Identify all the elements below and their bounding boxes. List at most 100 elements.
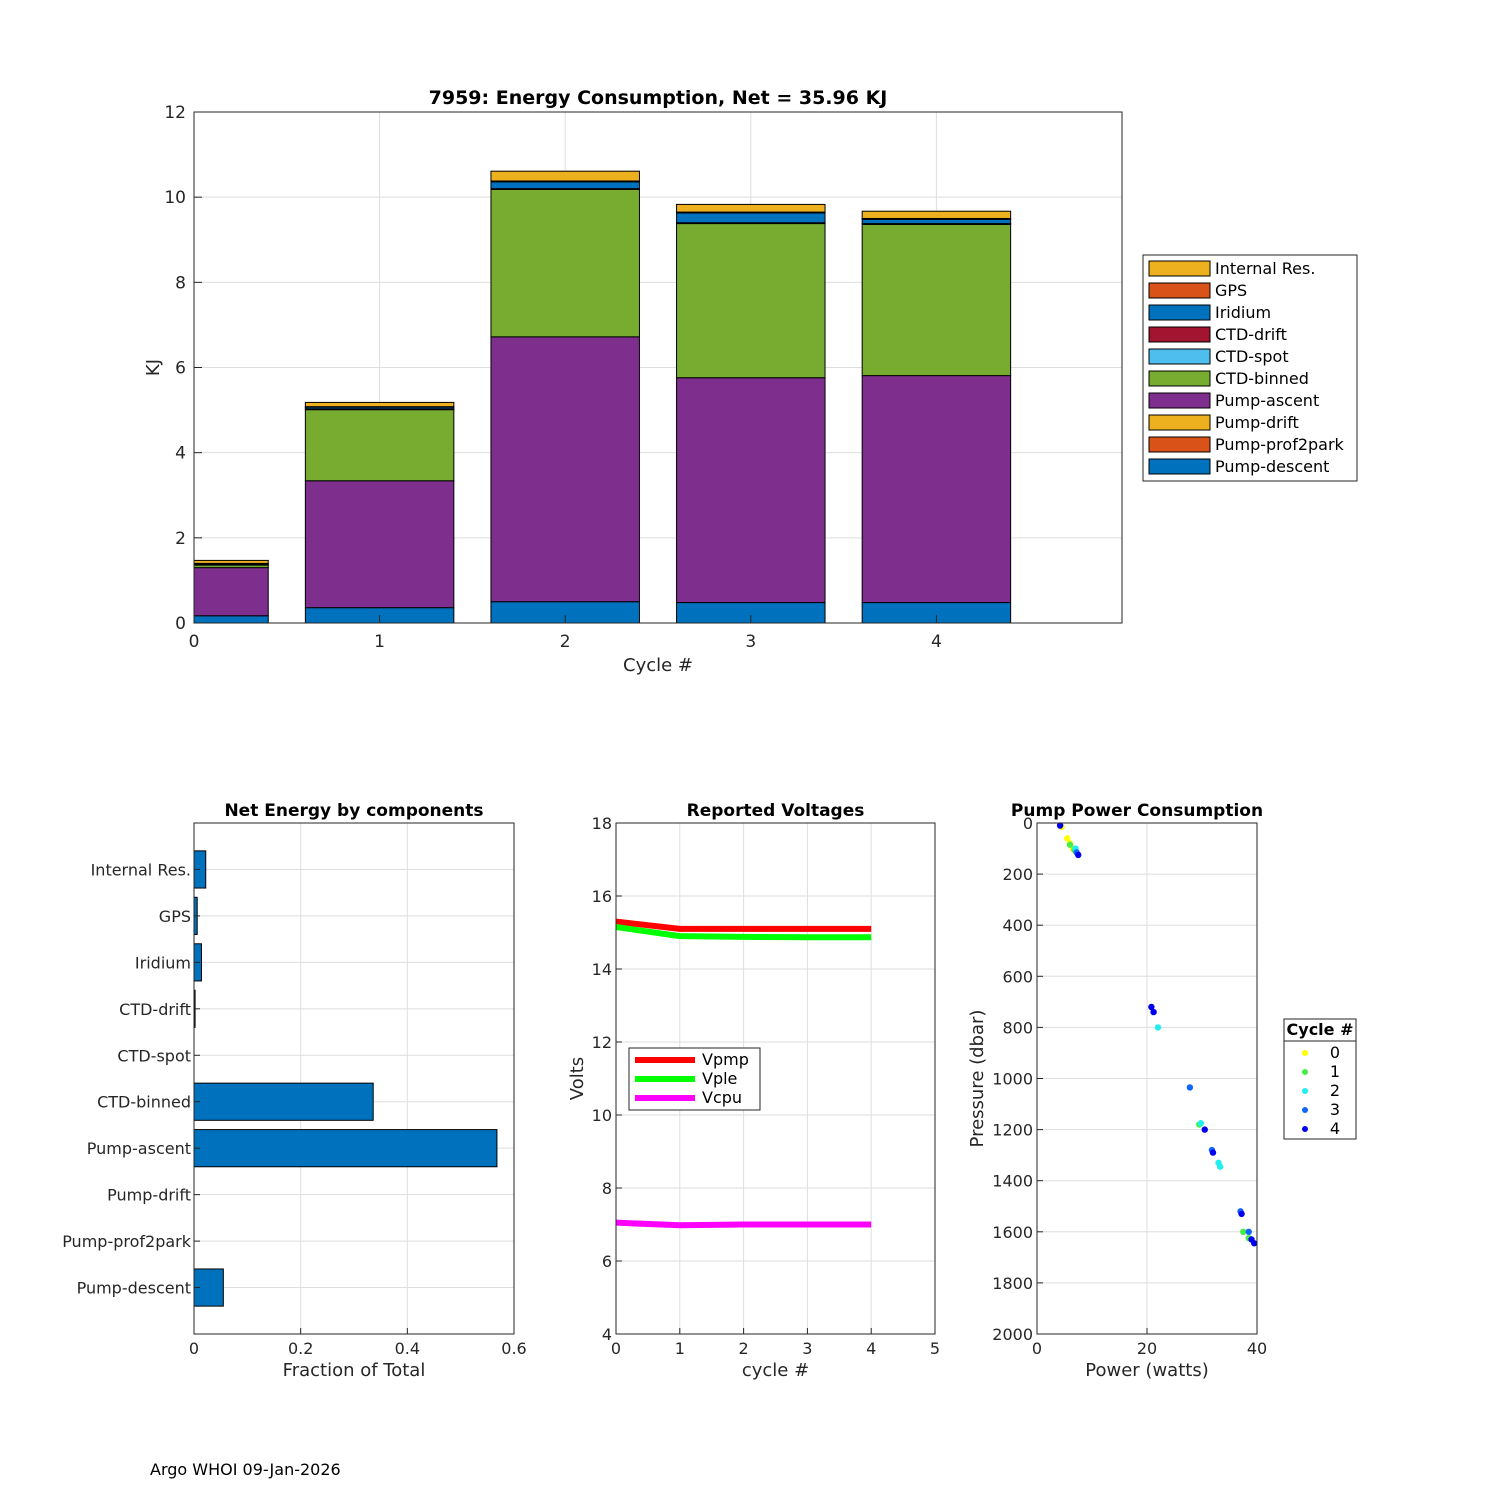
pump-point-cycle-3 <box>1186 1084 1194 1091</box>
fraction-ytick-label: CTD-binned <box>97 1093 191 1112</box>
fraction-xlabel: Fraction of Total <box>283 1360 426 1381</box>
pump-ytick-label: 2000 <box>992 1325 1033 1344</box>
pump-ytick-label: 800 <box>1002 1018 1033 1037</box>
pump-point-cycle-4 <box>1238 1210 1245 1218</box>
energy-legend-swatch <box>1148 326 1211 343</box>
pump-point-cycle-3 <box>1245 1228 1252 1236</box>
energy-legend-label: Pump-prof2park <box>1215 435 1345 454</box>
energy-legend-swatch <box>1148 458 1211 475</box>
footer-stamp: Argo WHOI 09-Jan-2026 <box>150 1460 341 1479</box>
pump-point-cycle-2 <box>1216 1163 1224 1170</box>
fraction-bar <box>193 1129 498 1168</box>
pump-title: Pump Power Consumption <box>1011 801 1263 821</box>
voltages-xtick-label: 3 <box>802 1339 812 1358</box>
voltages-xtick-label: 1 <box>675 1339 685 1358</box>
energy-xtick-label: 3 <box>745 632 756 652</box>
energy-ytick-label: 8 <box>175 273 186 293</box>
pump-legend-label: 2 <box>1330 1081 1340 1100</box>
fraction-ytick-label: Pump-descent <box>77 1279 191 1298</box>
energy-ytick-label: 4 <box>175 444 186 464</box>
voltages-ytick-label: 4 <box>602 1325 612 1344</box>
voltages-xtick-label: 2 <box>739 1339 749 1358</box>
energy-bar-segment <box>490 189 640 338</box>
energy-bar-segment <box>304 409 455 482</box>
fraction-plot-bg <box>194 823 514 1334</box>
energy-bar-segment <box>193 615 269 624</box>
pump-legend-marker <box>1302 1069 1308 1075</box>
pump-ytick-label: 1000 <box>992 1070 1033 1089</box>
pump-power-chart: 0 20 4002004006008001000120014001600180020… <box>967 801 1357 1381</box>
energy-xtick-label: 0 <box>189 632 200 652</box>
energy-bar-segment <box>861 218 1012 225</box>
energy-bar-segment <box>304 401 455 408</box>
energy-bar-segment <box>861 223 1012 377</box>
energy-xtick-label: 2 <box>560 632 571 652</box>
pump-point-cycle-4 <box>1251 1240 1258 1247</box>
pump-point-cycle-2 <box>1197 1120 1205 1127</box>
pump-xlabel: Power (watts) <box>1085 1360 1208 1381</box>
fraction-ytick-label: CTD-spot <box>117 1046 191 1065</box>
voltages-title: Reported Voltages <box>687 801 865 821</box>
pump-legend-box <box>1283 1018 1357 1140</box>
voltages-legend-label: Vpmp <box>702 1050 749 1069</box>
voltages-ylabel: Volts <box>567 1057 588 1100</box>
energy-legend-label: CTD-spot <box>1215 347 1289 366</box>
pump-point-cycle-0 <box>1064 835 1071 842</box>
energy-bar-segment <box>676 223 826 379</box>
pump-legend-title: Cycle # <box>1287 1020 1354 1039</box>
voltages-ytick-label: 8 <box>602 1179 612 1198</box>
energy-ylabel: KJ <box>143 359 164 376</box>
energy-legend-swatch <box>1148 348 1211 365</box>
voltages-ytick-label: 12 <box>592 1033 612 1052</box>
pump-ylabel: Pressure (dbar) <box>967 1010 988 1148</box>
energy-bar-segment <box>861 375 1012 604</box>
voltages-ytick-label: 16 <box>592 887 612 906</box>
fraction-xtick-label: 0.2 <box>288 1339 313 1358</box>
energy-legend-swatch <box>1148 392 1211 409</box>
energy-bar-segment <box>676 377 826 604</box>
pump-point-cycle-4 <box>1201 1126 1208 1133</box>
voltages-ytick-label: 14 <box>592 960 612 979</box>
pump-point-cycle-4 <box>1075 851 1082 859</box>
pump-ytick-label: 0 <box>1023 814 1033 833</box>
energy-ytick-label: 2 <box>175 529 186 549</box>
pump-xtick-label: 40 <box>1247 1339 1267 1358</box>
pump-legend-marker <box>1302 1107 1308 1113</box>
voltages-xtick-label: 0 <box>611 1339 621 1358</box>
pump-point-cycle-2 <box>1154 1024 1162 1031</box>
pump-point-cycle-4 <box>1209 1149 1217 1156</box>
voltages-xtick-label: 5 <box>930 1339 940 1358</box>
voltages-legend-label: Vcpu <box>702 1088 742 1107</box>
energy-legend-label: Pump-drift <box>1215 413 1299 432</box>
fraction-axes-box <box>193 822 515 1335</box>
pump-point-cycle-1 <box>1066 841 1074 848</box>
voltages-legend-label: Vple <box>702 1069 737 1088</box>
energy-legend-swatch <box>1148 370 1211 387</box>
energy-bar-segment <box>193 559 269 564</box>
energy-ytick-label: 10 <box>164 188 186 208</box>
fraction-bar <box>193 1082 374 1121</box>
energy-legend: Internal Res. GPS Iridium CTD-drift CTD-spot… <box>1142 254 1358 482</box>
fraction-ytick-label: GPS <box>159 907 191 926</box>
pump-legend-label: 1 <box>1330 1062 1340 1081</box>
pump-point-cycle-4 <box>1056 822 1064 829</box>
energy-ytick-label: 12 <box>164 103 186 123</box>
pump-ytick-label: 600 <box>1002 967 1033 986</box>
fraction-ytick-label: Pump-ascent <box>87 1139 191 1158</box>
energy-bar-segment <box>490 170 640 182</box>
energy-legend-label: CTD-drift <box>1215 325 1287 344</box>
pump-legend-label: 4 <box>1330 1119 1340 1138</box>
pump-legend-marker <box>1302 1050 1308 1056</box>
pump-xtick-label: 0 <box>1032 1339 1042 1358</box>
pump-ytick-label: 1200 <box>992 1121 1033 1140</box>
pump-ytick-label: 400 <box>1002 916 1033 935</box>
energy-bar-segment <box>676 203 826 213</box>
energy-bar-segment <box>490 336 640 603</box>
energy-legend-label: CTD-binned <box>1215 369 1309 388</box>
energy-legend-swatch <box>1148 414 1211 431</box>
voltages-line-vpmp <box>615 918 872 932</box>
energy-title: 7959: Energy Consumption, Net = 35.96 KJ <box>429 87 888 109</box>
